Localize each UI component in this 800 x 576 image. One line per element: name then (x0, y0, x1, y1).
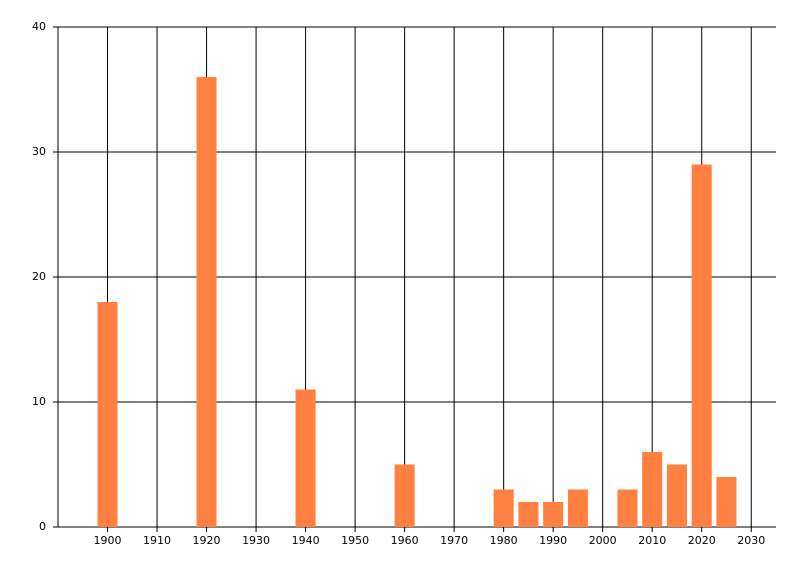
y-tick-label: 40 (32, 20, 46, 33)
x-tick-label: 1960 (391, 534, 419, 547)
y-tick-label: 20 (32, 270, 46, 283)
y-tick-label: 30 (32, 145, 46, 158)
y-tick-label: 0 (39, 520, 46, 533)
x-tick-label: 2030 (737, 534, 765, 547)
bar (567, 489, 588, 527)
x-tick-label: 1910 (143, 534, 171, 547)
bar (691, 164, 712, 527)
bar (642, 452, 663, 527)
bar (295, 389, 316, 527)
x-tick-label: 1940 (292, 534, 320, 547)
x-tick-label: 2010 (638, 534, 666, 547)
x-tick-label: 1950 (341, 534, 369, 547)
bar (196, 77, 217, 527)
bar (666, 464, 687, 527)
x-tick-label: 1900 (94, 534, 122, 547)
bar (493, 489, 514, 527)
x-tick-label: 1980 (490, 534, 518, 547)
bar (97, 302, 118, 527)
x-tick-label: 1920 (193, 534, 221, 547)
x-tick-label: 2000 (589, 534, 617, 547)
bar (716, 477, 737, 527)
y-tick-label: 10 (32, 395, 46, 408)
x-tick-label: 1970 (440, 534, 468, 547)
x-tick-label: 2020 (688, 534, 716, 547)
bar (518, 502, 539, 527)
bar (617, 489, 638, 527)
x-tick-label: 1990 (539, 534, 567, 547)
x-tick-label: 1930 (242, 534, 270, 547)
bar (394, 464, 415, 527)
bar (543, 502, 564, 527)
